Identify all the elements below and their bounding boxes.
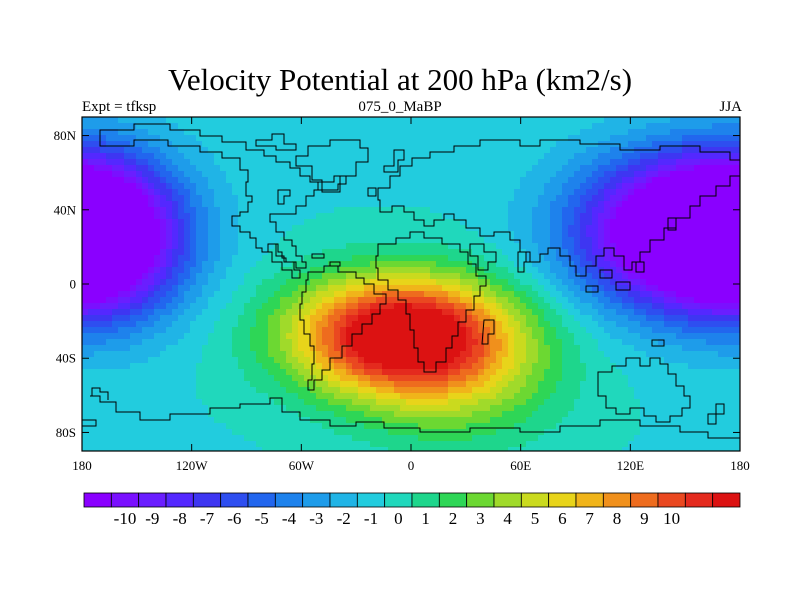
colorbar-label: 9 — [640, 509, 649, 528]
x-tick-label: 60W — [289, 458, 315, 473]
colorbar-label: 0 — [394, 509, 403, 528]
x-tick-label: 120E — [617, 458, 645, 473]
chart-title: Velocity Potential at 200 hPa (km2/s) — [167, 62, 633, 97]
x-axis: 180 120W 60W 0 60E 120E 180 — [72, 117, 750, 473]
y-tick-label: 40S — [56, 351, 76, 366]
colorbar-swatch — [657, 492, 686, 508]
colorbar-label: -6 — [227, 509, 241, 528]
colorbar-label: -4 — [282, 509, 297, 528]
colorbar-swatch — [411, 492, 440, 508]
x-tick-label: 120W — [176, 458, 209, 473]
colorbar-label: 10 — [663, 509, 680, 528]
colorbar-label: 7 — [585, 509, 594, 528]
colorbar: -10 -9 -8 -7 -6 -5 -4 -3 -2 -1 0 1 2 3 4 5 6 7 8 9 10 — [83, 492, 741, 528]
colorbar-swatch — [602, 492, 632, 508]
colorbar-swatch — [384, 492, 413, 508]
colorbar-swatch — [329, 492, 358, 508]
y-tick-label: 0 — [70, 277, 77, 292]
colorbar-swatch — [192, 492, 222, 508]
colorbar-label: 6 — [558, 509, 567, 528]
colorbar-label: 4 — [503, 509, 512, 528]
colorbar-label: -10 — [114, 509, 137, 528]
colorbar-swatch — [165, 492, 194, 508]
x-tick-label: 0 — [408, 458, 415, 473]
y-tick-label: 80N — [54, 128, 77, 143]
colorbar-swatch — [575, 492, 604, 508]
x-tick-label: 180 — [72, 458, 92, 473]
colorbar-label: 1 — [421, 509, 430, 528]
colorbar-swatch — [110, 492, 140, 508]
y-axis: 80N 40N 0 40S 80S — [54, 128, 740, 440]
colorbar-swatch — [684, 492, 714, 508]
colorbar-label: -7 — [200, 509, 215, 528]
experiment-label: Expt = tfksp — [82, 99, 157, 115]
colorbar-swatch — [274, 492, 304, 508]
colorbar-swatch — [220, 492, 249, 508]
colorbar-swatch — [712, 492, 741, 508]
coastlines — [82, 123, 740, 439]
colorbar-label: 5 — [531, 509, 540, 528]
colorbar-label: -5 — [255, 509, 269, 528]
x-tick-label: 180 — [730, 458, 750, 473]
colorbar-swatch — [356, 492, 386, 508]
colorbar-swatch — [83, 492, 112, 508]
colorbar-swatch — [138, 492, 167, 508]
colorbar-swatch — [438, 492, 468, 508]
colorbar-label: 8 — [613, 509, 622, 528]
colorbar-swatch — [493, 492, 522, 508]
colorbar-label: -8 — [173, 509, 187, 528]
colorbar-swatch — [247, 492, 276, 508]
season-label: JJA — [719, 99, 742, 115]
y-tick-label: 40N — [54, 202, 77, 217]
colorbar-swatch — [302, 492, 331, 508]
colorbar-label: 2 — [449, 509, 458, 528]
colorbar-label: -9 — [145, 509, 159, 528]
colorbar-swatch — [466, 492, 495, 508]
x-tick-label: 60E — [510, 458, 531, 473]
colorbar-swatch — [630, 492, 659, 508]
y-tick-label: 80S — [56, 425, 76, 440]
colorbar-swatch — [548, 492, 577, 508]
case-label: 075_0_MaBP — [358, 99, 442, 115]
colorbar-label: -1 — [364, 509, 378, 528]
colorbar-label: -2 — [337, 509, 351, 528]
colorbar-swatch — [520, 492, 550, 508]
colorbar-label: 3 — [476, 509, 485, 528]
colorbar-label: -3 — [309, 509, 323, 528]
contour-field — [82, 117, 740, 451]
